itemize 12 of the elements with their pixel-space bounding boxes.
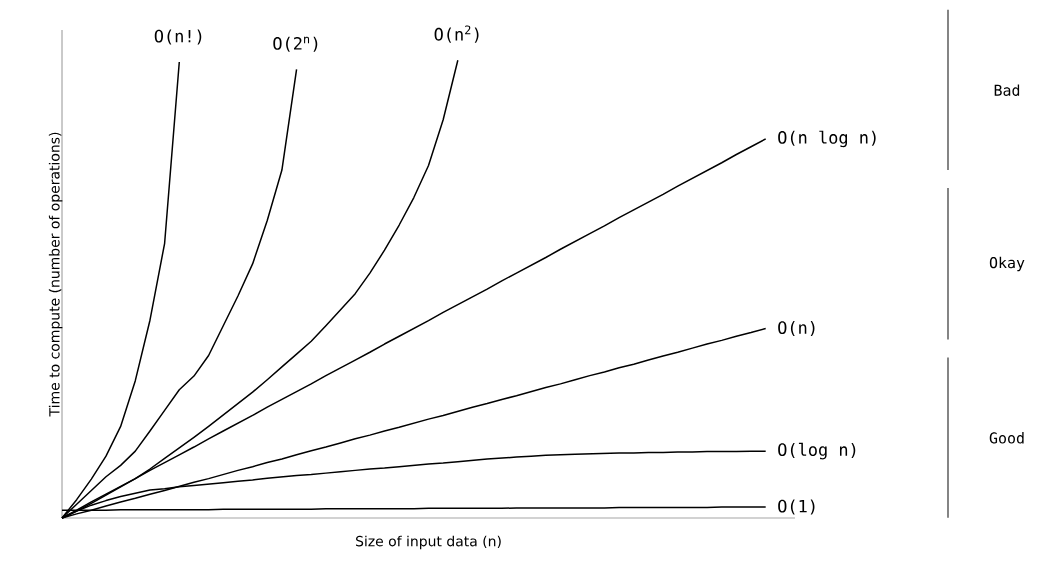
- series-label: O(n log n): [778, 130, 876, 148]
- series-label: O(2$^{n}$): [273, 36, 318, 52]
- text: Good: [989, 432, 1024, 444]
- series-label: O(n): [778, 320, 815, 337]
- series-label: O(log n): [778, 442, 856, 460]
- series-label: O(n$^{2}$): [434, 25, 479, 43]
- x-axis-title: Size of input data (n): [356, 535, 501, 550]
- text: Okay: [989, 256, 1025, 272]
- text: Bad: [994, 84, 1020, 96]
- series-label: O(n!): [154, 29, 202, 45]
- series-label: O(1): [778, 499, 815, 515]
- y-axis-title: Time to compute (number of operations): [48, 132, 63, 417]
